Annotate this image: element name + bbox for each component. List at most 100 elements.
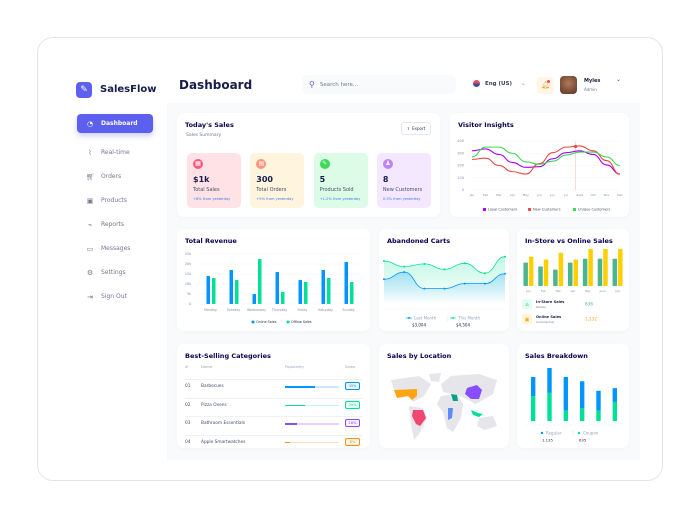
sidebar-item-reports[interactable]: ⌁ Reports [77,215,153,234]
bar-online-sales[interactable] [344,262,349,304]
bar-online-sales[interactable] [252,294,257,304]
data-point[interactable] [443,268,446,271]
data-point[interactable] [423,262,426,265]
card-title: Today's Sales [185,121,234,129]
sidebar-item-real-time[interactable]: ⌇ Real-time [77,143,153,162]
bar-regular[interactable] [547,368,552,393]
bar-in-store-sales[interactable] [612,258,618,286]
indonesia-region [471,410,483,417]
abandoned-carts-card: Abandoned Carts Last Month $3,004 This Mon… [379,229,509,331]
bar-regular[interactable] [596,390,601,411]
x-tick-label: Sunday [342,308,354,312]
notification-button[interactable]: 🔔︎ [537,77,554,94]
bar-online-sales[interactable] [603,248,608,286]
table-row[interactable]: 01 Barbecues 45% [185,379,363,391]
sidebar-item-label: Messages [101,245,131,252]
data-point[interactable] [403,265,406,268]
column-header: Name [201,364,213,369]
data-point[interactable] [463,282,466,285]
y-tick-label: 400 [457,139,464,143]
x-tick-label: Jan [525,289,531,293]
bar-online-sales[interactable] [573,259,579,286]
data-point[interactable] [383,278,385,281]
bar-online-sales[interactable] [206,276,211,304]
bar-coupon[interactable] [547,392,552,421]
user-menu-chevron-icon[interactable]: ⌄ [616,76,622,83]
bar-online-sales[interactable] [298,280,303,304]
sidebar-item-products[interactable]: ▣ Products [77,191,153,210]
sidebar-item-dashboard[interactable]: ◔ Dashboard [77,114,153,133]
x-tick-label: Friday [298,308,308,312]
data-point[interactable] [504,272,506,275]
data-point[interactable] [504,255,506,258]
bar-regular[interactable] [612,388,618,402]
bar-online-sales[interactable] [588,248,593,286]
bar-offline-sales[interactable] [304,282,308,304]
bar-online-sales[interactable] [229,270,234,304]
export-icon: ⇪ [406,126,411,131]
data-point[interactable] [443,287,446,290]
data-point[interactable] [483,282,486,285]
x-tick-label: Jan [469,193,475,197]
bar-regular[interactable] [530,377,536,397]
legend-label: Coupon [583,430,599,435]
user-role: Admin [584,87,597,92]
bar-coupon[interactable] [530,396,536,421]
bar-offline-sales[interactable] [327,278,331,304]
data-point[interactable] [463,262,466,265]
bar-online-sales[interactable] [558,252,564,286]
data-point[interactable] [423,287,426,290]
y-tick-label: 300 [457,151,464,155]
popularity-bar [285,386,339,388]
bar-offline-sales[interactable] [281,292,285,304]
bell-icon: 🔔︎ [541,81,550,89]
table-row[interactable]: 04 Apple Smartwatches 8% [185,434,363,447]
bar-coupon[interactable] [579,408,585,421]
x-tick-label: Nov [604,193,610,197]
data-point[interactable] [483,272,486,275]
bar-online-sales[interactable] [543,259,549,286]
table-row[interactable]: 02 Pizza Ovens 29% [185,397,363,410]
bar-regular[interactable] [579,381,585,409]
popularity-bar [285,423,339,425]
bar-in-store-sales[interactable] [553,269,558,286]
bar-in-store-sales[interactable] [523,262,528,286]
sidebar-item-orders[interactable]: 🛒︎ Orders [77,167,153,186]
chevron-down-icon: ⌄ [520,80,526,87]
category-name: Apple Smartwatches [201,439,246,445]
bar-coupon[interactable] [596,410,601,421]
bar-offline-sales[interactable] [350,282,354,304]
sidebar-item-messages[interactable]: ▭ Messages [77,239,153,258]
bar-offline-sales[interactable] [235,280,239,304]
bar-in-store-sales[interactable] [582,258,588,286]
bar-online-sales[interactable] [275,272,280,304]
stat-label: Total Sales [193,187,220,193]
stat-icon: ▤ [256,159,267,169]
bar-offline-sales[interactable] [212,278,216,304]
bar-regular[interactable] [563,377,569,411]
bar-in-store-sales[interactable] [568,262,573,286]
bar-online-sales[interactable] [618,248,623,286]
sidebar-item-settings[interactable]: ⚙ Settings [77,263,153,282]
sidebar-item-label: Dashboard [101,120,138,127]
export-button[interactable]: ⇪ Export [401,122,431,135]
bar-online-sales[interactable] [321,270,326,304]
bar-online-sales[interactable] [528,256,534,286]
bar-coupon[interactable] [563,410,569,421]
bar-in-store-sales[interactable] [538,266,543,287]
bar-in-store-sales[interactable] [597,258,603,286]
data-point[interactable] [403,271,406,274]
avatar[interactable] [560,76,577,94]
card-title: Sales Breakdown [525,352,588,360]
hover-point[interactable] [574,144,578,149]
sidebar-item-sign-out[interactable]: ⇥ Sign Out [77,287,153,306]
legend-label: Last Month [414,315,437,320]
legend-total: $3,004 [412,323,426,328]
y-tick-label: 0 [189,302,191,306]
bar-coupon[interactable] [612,401,618,421]
search-input[interactable]: ⚲ Search here... [302,75,456,94]
data-point[interactable] [383,260,385,263]
table-row[interactable]: 03 Bathroom Essentials 18% [185,416,363,428]
bar-offline-sales[interactable] [258,259,262,304]
language-select[interactable]: Eng (US) ⌄ [473,80,526,87]
